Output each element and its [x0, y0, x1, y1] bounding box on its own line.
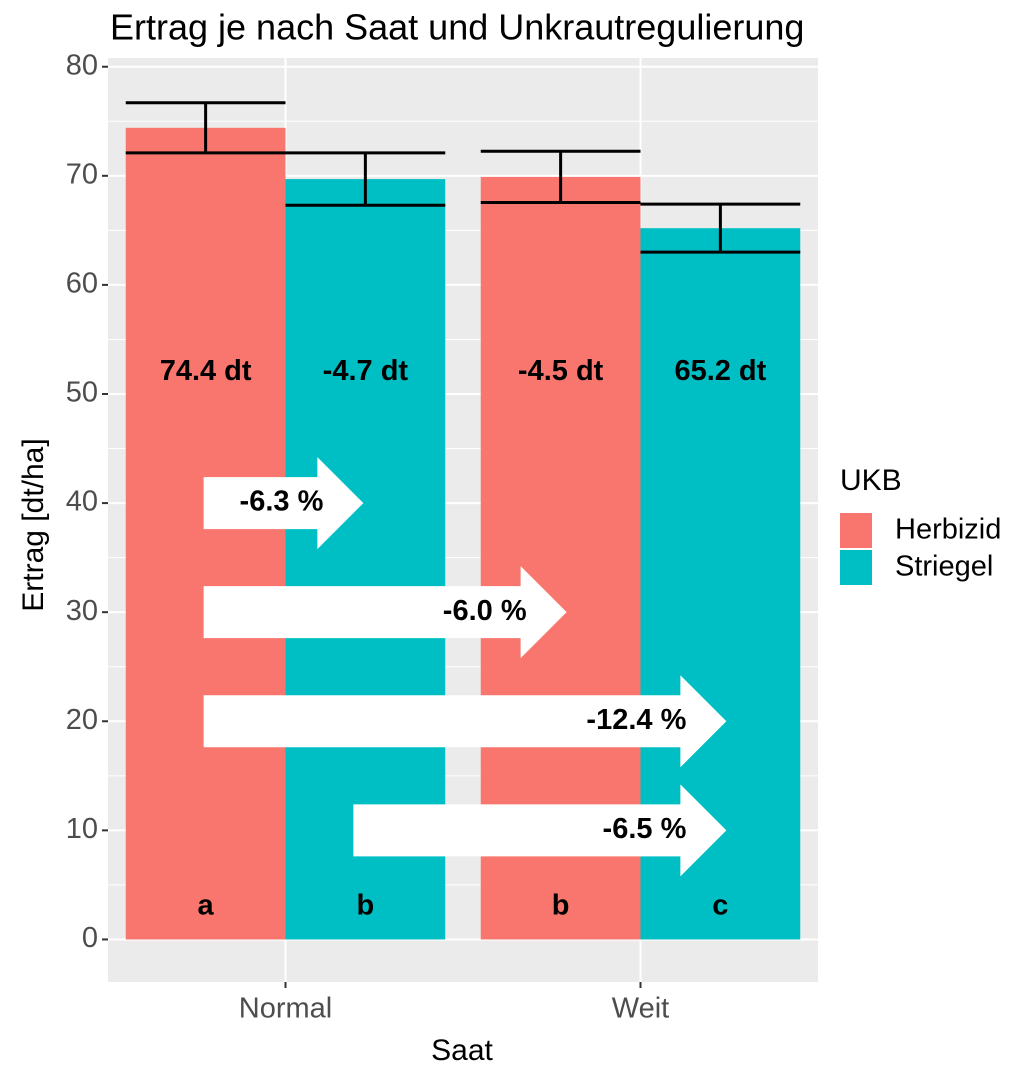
value-label: -4.5 dt — [518, 355, 604, 387]
error-bar — [285, 151, 446, 207]
y-tick-label: 70 — [66, 158, 98, 190]
legend-label: Striegel — [895, 551, 993, 583]
error-bar — [480, 149, 641, 205]
y-tick-label: 80 — [66, 49, 98, 81]
y-tick-label: 60 — [66, 268, 98, 300]
letter-label: b — [357, 889, 375, 921]
error-bar-line — [480, 149, 641, 205]
legend-key — [840, 513, 872, 548]
error-bar-line — [640, 202, 801, 254]
x-tick-label: Weit — [612, 993, 669, 1025]
error-bar-line — [125, 101, 286, 155]
error-bar — [640, 202, 801, 254]
arrow — [203, 566, 567, 659]
arrow-label: -12.4 % — [586, 704, 686, 736]
x-tick-label: Normal — [239, 993, 332, 1025]
value-label: -4.7 dt — [323, 355, 409, 387]
y-axis-title: Ertrag [dt/ha] — [17, 438, 50, 611]
y-tick-label: 40 — [66, 486, 98, 518]
error-bar — [125, 101, 286, 155]
error-bar-line — [285, 151, 446, 207]
x-axis-title: Saat — [431, 1034, 493, 1067]
arrow-label: -6.5 % — [603, 813, 687, 845]
bar — [125, 127, 286, 940]
arrow — [203, 675, 727, 768]
y-tick-label: 0 — [82, 922, 98, 954]
legend-label: Herbizid — [895, 514, 1001, 546]
value-label: 74.4 dt — [160, 355, 252, 387]
arrow — [203, 457, 364, 550]
arrow — [353, 784, 727, 877]
arrow-label: -6.3 % — [240, 486, 324, 518]
letter-label: a — [198, 889, 215, 921]
value-label: 65.2 dt — [674, 355, 766, 387]
legend-key — [840, 550, 872, 585]
legend-title: UKB — [840, 464, 902, 497]
y-tick-label: 20 — [66, 704, 98, 736]
letter-label: c — [712, 889, 728, 921]
letter-label: b — [552, 889, 570, 921]
y-tick-label: 50 — [66, 377, 98, 409]
arrow-label: -6.0 % — [443, 595, 527, 627]
y-tick-label: 10 — [66, 813, 98, 845]
y-tick-label: 30 — [66, 595, 98, 627]
chart-title: Ertrag je nach Saat und Unkrautregulieru… — [110, 7, 804, 48]
